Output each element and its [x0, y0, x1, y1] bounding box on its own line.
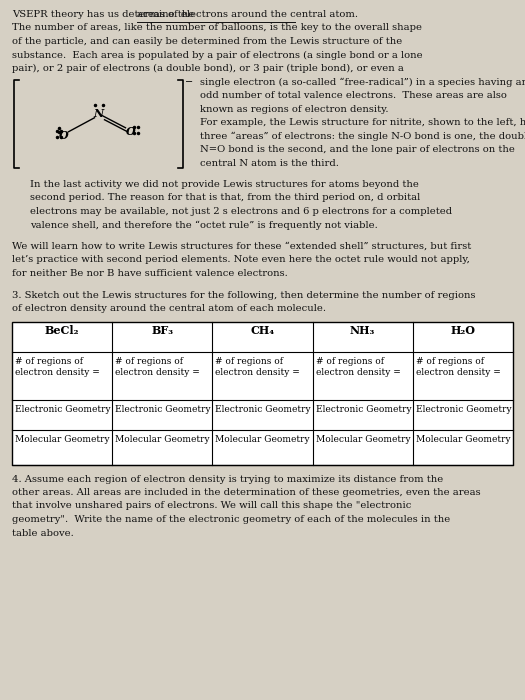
Text: Molecular Geometry: Molecular Geometry [15, 435, 110, 444]
Text: valence shell, and therefore the “octet rule” is frequently not viable.: valence shell, and therefore the “octet … [30, 220, 378, 230]
Text: second period. The reason for that is that, from the third period on, d orbital: second period. The reason for that is th… [30, 193, 420, 202]
Text: areas of electrons around the central atom.: areas of electrons around the central at… [137, 10, 358, 19]
Text: three “areas” of electrons: the single N-O bond is one, the double: three “areas” of electrons: the single N… [200, 132, 525, 141]
Bar [12, 321, 513, 465]
Text: Electronic Geometry: Electronic Geometry [416, 405, 511, 414]
Text: 4. Assume each region of electron density is trying to maximize its distance fro: 4. Assume each region of electron densit… [12, 475, 443, 484]
Text: −: − [185, 78, 193, 87]
Text: # of regions of
electron density =: # of regions of electron density = [416, 358, 500, 377]
Text: For example, the Lewis structure for nitrite, shown to the left, has: For example, the Lewis structure for nit… [200, 118, 525, 127]
Text: O: O [125, 126, 135, 137]
Text: NH₃: NH₃ [350, 326, 375, 337]
Text: geometry".  Write the name of the electronic geometry of each of the molecules i: geometry". Write the name of the electro… [12, 515, 450, 524]
Text: let’s practice with second period elements. Note even here the octet rule would : let’s practice with second period elemen… [12, 256, 470, 265]
Text: known as regions of electron density.: known as regions of electron density. [200, 104, 388, 113]
Text: Electronic Geometry: Electronic Geometry [115, 405, 211, 414]
Text: BF₃: BF₃ [151, 326, 173, 337]
Text: BeCl₂: BeCl₂ [45, 326, 79, 337]
Text: central N atom is the third.: central N atom is the third. [200, 158, 339, 167]
Text: 3. Sketch out the Lewis structures for the following, then determine the number : 3. Sketch out the Lewis structures for t… [12, 290, 476, 300]
Text: Electronic Geometry: Electronic Geometry [316, 405, 411, 414]
Text: Molecular Geometry: Molecular Geometry [115, 435, 210, 444]
Text: Molecular Geometry: Molecular Geometry [416, 435, 510, 444]
Text: H₂O: H₂O [450, 326, 476, 337]
Text: single electron (a so-called “free-radical”) in a species having an: single electron (a so-called “free-radic… [200, 78, 525, 87]
Text: pair), or 2 pair of electrons (a double bond), or 3 pair (triple bond), or even : pair), or 2 pair of electrons (a double … [12, 64, 404, 73]
Text: of the particle, and can easily be determined from the Lewis structure of the: of the particle, and can easily be deter… [12, 37, 402, 46]
Text: # of regions of
electron density =: # of regions of electron density = [15, 358, 100, 377]
Text: # of regions of
electron density =: # of regions of electron density = [115, 358, 200, 377]
Text: electrons may be available, not just 2 s electrons and 6 p electrons for a compl: electrons may be available, not just 2 s… [30, 207, 452, 216]
Text: Electronic Geometry: Electronic Geometry [15, 405, 111, 414]
Text: The number of areas, like the number of balloons, is the key to the overall shap: The number of areas, like the number of … [12, 24, 422, 32]
Text: # of regions of
electron density =: # of regions of electron density = [215, 358, 300, 377]
Text: We will learn how to write Lewis structures for these “extended shell” structure: We will learn how to write Lewis structu… [12, 242, 471, 251]
Text: N=O bond is the second, and the lone pair of electrons on the: N=O bond is the second, and the lone pai… [200, 145, 515, 154]
Text: odd number of total valence electrons.  These areas are also: odd number of total valence electrons. T… [200, 91, 507, 100]
Text: other areas. All areas are included in the determination of these geometries, ev: other areas. All areas are included in t… [12, 488, 480, 497]
Text: substance.  Each area is populated by a pair of electrons (a single bond or a lo: substance. Each area is populated by a p… [12, 50, 423, 60]
Text: O: O [59, 130, 68, 141]
Text: N: N [93, 108, 103, 119]
Text: table above.: table above. [12, 528, 74, 538]
Text: of electron density around the central atom of each molecule.: of electron density around the central a… [12, 304, 326, 313]
Text: for neither Be nor B have sufficient valence electrons.: for neither Be nor B have sufficient val… [12, 269, 288, 278]
Text: In the last activity we did not provide Lewis structures for atoms beyond the: In the last activity we did not provide … [30, 180, 419, 189]
Text: Molecular Geometry: Molecular Geometry [316, 435, 410, 444]
Text: # of regions of
electron density =: # of regions of electron density = [316, 358, 401, 377]
Text: that involve unshared pairs of electrons. We will call this shape the "electroni: that involve unshared pairs of electrons… [12, 501, 412, 510]
Text: Electronic Geometry: Electronic Geometry [215, 405, 311, 414]
Text: CH₄: CH₄ [250, 326, 275, 337]
Text: VSEPR theory has us determine the: VSEPR theory has us determine the [12, 10, 197, 19]
Text: Molecular Geometry: Molecular Geometry [215, 435, 310, 444]
